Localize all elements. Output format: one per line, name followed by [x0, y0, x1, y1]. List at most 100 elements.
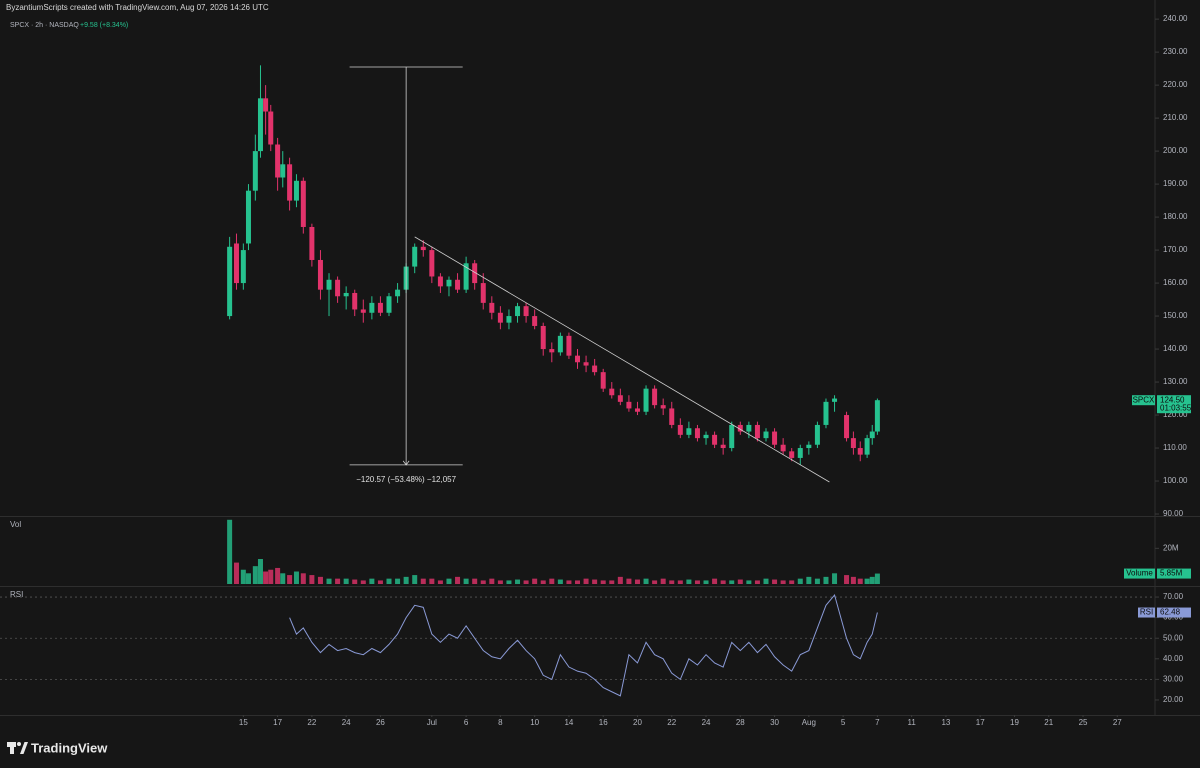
candle-body — [268, 111, 274, 145]
x-tick-label: 6 — [464, 718, 469, 727]
volume-bar — [268, 569, 274, 584]
candle-body — [257, 98, 263, 152]
volume-bar — [240, 569, 246, 584]
y-tick-label: 220.00 — [1163, 80, 1188, 89]
volume-bar — [780, 580, 786, 584]
y-tick-label: 100.00 — [1163, 476, 1188, 485]
candle-body — [245, 190, 251, 244]
volume-bar — [386, 578, 392, 584]
y-tick-label: 30.00 — [1163, 675, 1184, 684]
tag-name-box — [1138, 607, 1155, 618]
x-tick-label: 8 — [498, 718, 503, 727]
y-tick-label: 70.00 — [1163, 592, 1184, 601]
candle-body — [864, 438, 870, 455]
volume-bar — [583, 578, 589, 584]
tag-name: SPCX — [1133, 395, 1155, 404]
candle-body — [420, 246, 426, 251]
candle-body — [712, 434, 718, 445]
y-tick-label: 130.00 — [1163, 377, 1188, 386]
x-tick-label: 30 — [770, 718, 779, 727]
y-tick-label: 50.00 — [1163, 633, 1184, 642]
volume-bar — [506, 580, 512, 584]
volume-bar — [832, 573, 838, 584]
volume-bar — [309, 575, 315, 584]
volume-bar — [489, 578, 495, 584]
x-tick-label: 17 — [273, 718, 282, 727]
tag-countdown: 01:03:55 — [1160, 403, 1192, 412]
candle-body — [343, 292, 349, 297]
candle-body — [789, 451, 795, 458]
logo-mark — [17, 742, 21, 746]
candle-body — [233, 243, 239, 284]
y-tick-label: 240.00 — [1163, 14, 1188, 23]
volume-bar — [463, 578, 469, 584]
volume-bar — [326, 578, 332, 584]
y-tick-label: 140.00 — [1163, 344, 1188, 353]
volume-bar — [850, 576, 856, 584]
candle-body — [844, 415, 850, 439]
volume-bar — [523, 580, 529, 584]
volume-bar — [789, 580, 795, 584]
logo — [7, 742, 28, 754]
tag-value: 62.48 — [1160, 608, 1181, 617]
candle-body — [480, 283, 486, 303]
candle-body — [446, 279, 452, 287]
y-tick-label: 110.00 — [1163, 443, 1187, 452]
candle-body — [455, 279, 461, 290]
tag-value-box — [1157, 568, 1191, 579]
volume-bar — [592, 579, 598, 584]
volume-bar — [280, 573, 286, 584]
change: +9.58 (+8.34%) — [80, 22, 128, 29]
x-tick-label: 16 — [599, 718, 608, 727]
volume-bar — [626, 578, 632, 584]
volume-bar — [377, 580, 383, 584]
candle-body — [652, 388, 658, 406]
volume-bar — [245, 573, 251, 584]
volume-bar — [360, 580, 366, 584]
candle-body — [763, 431, 769, 439]
volume-bar — [455, 576, 461, 584]
candle-body — [335, 279, 341, 297]
volume-bar — [609, 580, 615, 584]
candle-body — [377, 302, 383, 313]
volume-bar — [263, 571, 269, 584]
volume-bar — [720, 580, 726, 584]
candle-body — [287, 164, 293, 201]
volume-bar — [694, 580, 700, 584]
candle-body — [386, 296, 392, 313]
candle-body — [694, 428, 700, 439]
volume-bar — [343, 578, 349, 584]
volume-bar — [737, 579, 743, 584]
candle-body — [686, 428, 692, 435]
candle-body — [806, 444, 812, 449]
x-tick-label: 24 — [342, 718, 351, 727]
volume-bar — [287, 575, 293, 584]
volume-bar — [252, 566, 258, 584]
x-tick-label: 19 — [1010, 718, 1019, 727]
candle-body — [677, 424, 683, 435]
candle-body — [437, 276, 443, 287]
candle-body — [780, 444, 786, 452]
candle-body — [703, 434, 709, 439]
candle-body — [263, 98, 269, 112]
candle-body — [369, 302, 375, 313]
candle-body — [463, 263, 469, 290]
x-tick-label: 25 — [1079, 718, 1088, 727]
y-tick-label: 180.00 — [1163, 212, 1188, 221]
candle-body — [240, 250, 246, 284]
candle-body — [489, 302, 495, 313]
tag-name: RSI — [1140, 608, 1153, 617]
candle-body — [832, 398, 838, 402]
measure-arrow — [402, 460, 410, 466]
candle-body — [326, 279, 332, 290]
candle-body — [575, 355, 580, 363]
candle-body — [660, 405, 666, 409]
volume-bar — [352, 579, 358, 584]
candle-body — [352, 292, 358, 310]
candle-body — [515, 306, 521, 317]
x-tick-label: 26 — [376, 718, 385, 727]
candle-body — [823, 401, 829, 425]
volume-bar — [712, 578, 718, 584]
